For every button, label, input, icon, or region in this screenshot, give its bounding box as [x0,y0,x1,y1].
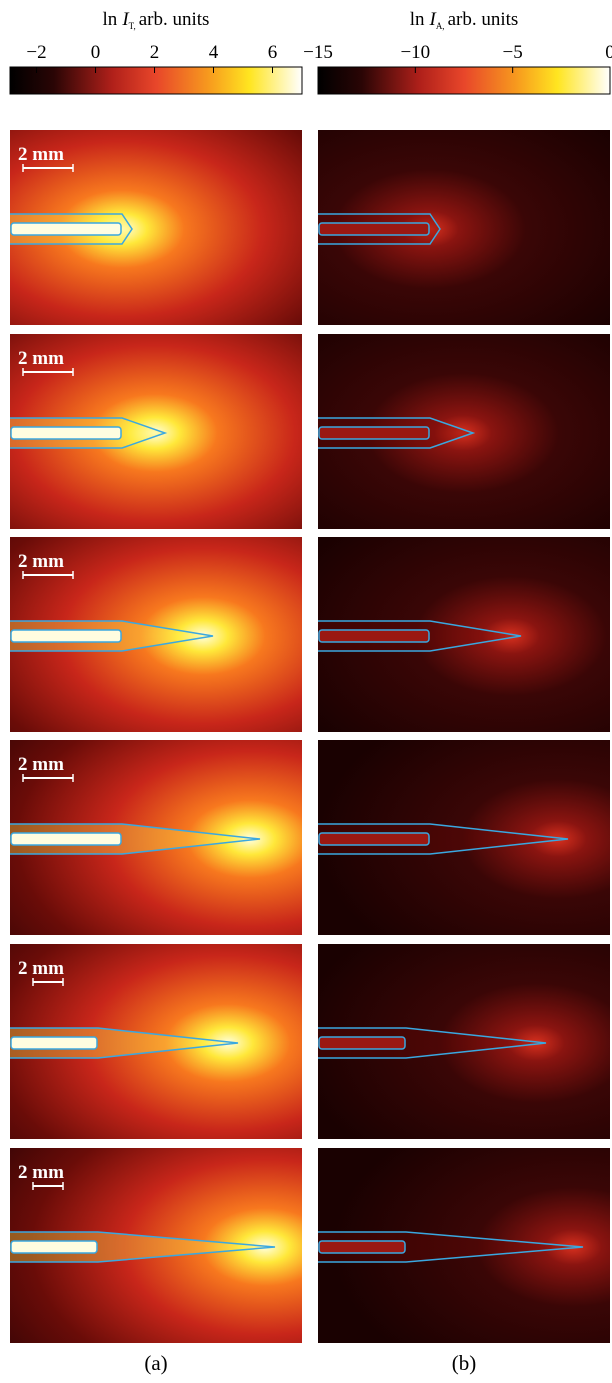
label-subscript: T, [129,21,136,31]
label-units: arb. units [139,9,210,30]
colorbar [318,67,610,94]
capillary [319,223,429,235]
tick-label: −15 [303,42,333,63]
colorbar [10,67,302,94]
scale-bar-label: 2 mm [18,144,64,165]
capillary [319,1037,405,1049]
tick-label: 0 [605,42,612,63]
tick-label: 6 [268,42,278,63]
scale-bar-label: 2 mm [18,754,64,775]
label-prefix: ln [103,9,118,30]
image-panel [316,1148,610,1343]
image-panel: 2 mm [8,1148,302,1343]
capillary [11,1241,97,1253]
image-panel [316,334,610,529]
scale-bar-label: 2 mm [18,348,64,369]
scale-bar-label: 2 mm [18,1162,64,1183]
image-panel [316,740,610,935]
label-units: arb. units [448,9,519,30]
capillary [319,1241,405,1253]
capillary [11,630,121,642]
image-panel: 2 mm [8,944,302,1139]
tick-label: −5 [503,42,523,63]
capillary [319,833,429,845]
capillary [319,427,429,439]
tick-label: −2 [26,42,46,63]
image-panel: 2 mm [8,537,302,732]
panel-label: (a) [144,1351,167,1375]
label-subscript: A, [436,21,445,31]
scale-bar-label: 2 mm [18,958,64,979]
capillary [11,1037,97,1049]
image-panel [316,130,610,325]
tick-label: 0 [91,42,101,63]
capillary [11,223,121,235]
panel-label: (b) [452,1351,477,1375]
image-panel: 2 mm [8,740,302,935]
capillary [11,833,121,845]
tick-label: −10 [400,42,430,63]
tick-label: 4 [209,42,219,63]
figure: lnIT,arb. units −2 0 2 4 6 lnIA,arb. units −15 −… [0,0,612,1378]
label-prefix: ln [410,9,425,30]
scale-bar-label: 2 mm [18,551,64,572]
image-panel: 2 mm [8,334,302,529]
image-panel: 2 mm [8,130,302,325]
capillary [11,427,121,439]
capillary [319,630,429,642]
image-panel [316,944,610,1139]
tick-label: 2 [150,42,160,63]
image-panel [316,537,610,732]
